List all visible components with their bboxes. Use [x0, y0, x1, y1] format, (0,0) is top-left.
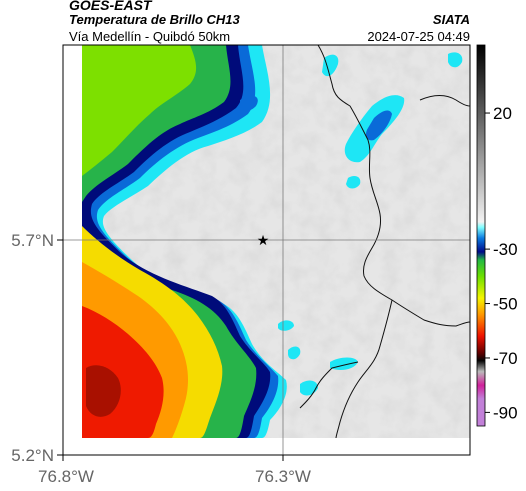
datetime-label: 2024-07-25 04:49: [367, 29, 470, 44]
cloud-patch-south: [288, 346, 301, 360]
boundary-line-south: [299, 361, 359, 409]
colorbar-tick-label: -90: [493, 403, 518, 422]
colorbar-tick-label: -30: [493, 240, 518, 259]
cloud-patch-far-northeast: [448, 52, 463, 68]
cloud-patch-center: [278, 320, 294, 331]
cloud-patch-top-left: [240, 95, 258, 112]
boundary-line-top: [419, 95, 470, 107]
cloud-patch-north: [322, 54, 339, 77]
colorbar-tick-label: -50: [493, 295, 518, 314]
organization-label: SIATA: [432, 12, 470, 27]
location-star-icon: ★: [257, 233, 270, 249]
brightness-temperature-field: [82, 45, 470, 438]
product-title: Temperatura de Brillo CH13: [69, 12, 240, 27]
colorbar-tick-label: -70: [493, 349, 518, 368]
cloud-patch-northeast-core: [366, 110, 392, 141]
colorbar-gradient-bar: [476, 44, 486, 427]
colorbar-tick-label: 20: [493, 104, 512, 123]
cloud-lime-area: [82, 45, 197, 176]
satellite-title: GOES-EAST: [69, 0, 152, 13]
colorbar-ticks: 20 -30 -50 -70 -90: [485, 104, 518, 422]
lon-label-west: 76.8°W: [38, 467, 94, 486]
lon-label-east: 76.3°W: [255, 467, 311, 486]
boundary-line-east: [335, 299, 393, 438]
axes-border: [62, 44, 471, 456]
region-subtitle: Vía Medellín - Quibdó 50km: [69, 29, 231, 44]
cloud-darkred-core: [86, 365, 121, 417]
lat-label-north: 5.7°N: [11, 231, 54, 250]
cloud-patch-east: [346, 176, 361, 189]
lat-label-south: 5.2°N: [11, 446, 54, 465]
boundary-line-northeast: [317, 45, 470, 327]
colorbar: 20 -30 -50 -70 -90: [476, 44, 518, 427]
